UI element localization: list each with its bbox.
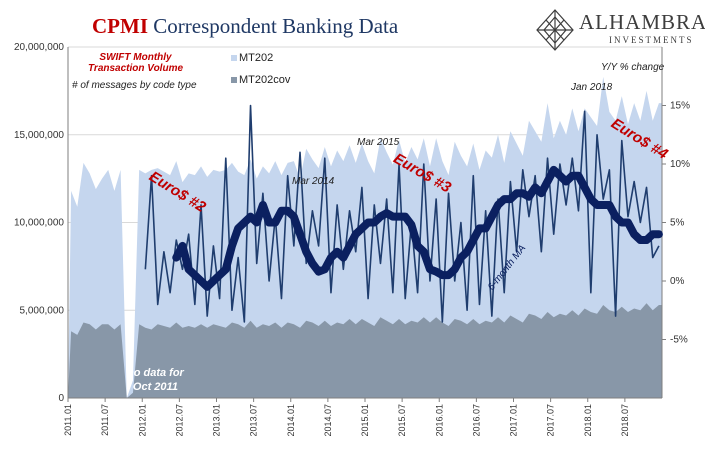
jan2018-label: Jan 2018 (571, 82, 613, 93)
x-tick-label: 2017.07 (546, 404, 556, 437)
x-tick-label: 2013.07 (249, 404, 259, 437)
right-tick-label: 0% (670, 276, 685, 287)
alhambra-logo: ALHAMBRA INVESTMENTS (535, 8, 705, 60)
x-tick-label: 2014.01 (286, 404, 296, 437)
legend-label-mt202cov: MT202cov (239, 74, 291, 86)
chart-title: CPMI Correspondent Banking Data (92, 14, 398, 39)
x-tick-label: 2017.01 (509, 404, 519, 437)
swift-line3: # of messages by code type (72, 80, 197, 91)
x-tick-label: 2013.01 (212, 404, 222, 437)
legend-swatch-mt202 (231, 55, 237, 61)
swift-note: SWIFT Monthly Transaction Volume (88, 52, 183, 74)
title-rest: Correspondent Banking Data (153, 14, 399, 38)
axes (67, 47, 666, 402)
x-tick-label: 2014.07 (323, 404, 333, 437)
x-tick-label: 2016.01 (434, 404, 444, 437)
right-tick-label: -5% (670, 335, 688, 346)
logo-sub: INVESTMENTS (609, 35, 694, 45)
tick-labels: 0 5,000,000 10,000,000 15,000,000 20,000,000… (14, 42, 690, 437)
no-data-line2: Oct 2011 (132, 381, 178, 393)
swift-line2: Transaction Volume (88, 63, 184, 74)
yy-change-label: Y/Y % change (601, 62, 665, 73)
line-series (144, 104, 663, 323)
legend-mt202cov: MT202cov (231, 74, 290, 86)
title-cpmi: CPMI (92, 14, 148, 38)
x-tick-label: 2011.01 (63, 404, 73, 436)
x-tick-label: 2012.07 (174, 404, 184, 437)
no-data-line1: no data for (127, 367, 184, 379)
legend-label-mt202: MT202 (239, 52, 274, 64)
x-tick-label: 2018.07 (620, 404, 630, 437)
left-tick-label: 0 (58, 393, 64, 404)
x-tick-label: 2015.07 (397, 404, 407, 437)
logo-name: ALHAMBRA (579, 10, 705, 34)
ma-line (172, 165, 663, 291)
mar2015-label: Mar 2015 (357, 137, 400, 148)
left-tick-label: 20,000,000 (14, 42, 64, 53)
swift-line1: SWIFT Monthly (99, 52, 172, 63)
x-tick-label: 2012.01 (137, 404, 147, 437)
left-tick-label: 5,000,000 (20, 305, 65, 316)
x-tick-label: 2015.01 (360, 404, 370, 437)
legend-mt202: MT202 (231, 52, 273, 64)
no-data-note: no data for Oct 2011 (127, 366, 184, 394)
left-tick-label: 10,000,000 (14, 218, 64, 229)
x-tick-label: 2018.01 (583, 404, 593, 437)
legend-swatch-mt202cov (231, 77, 237, 83)
x-tick-label: 2011.07 (100, 404, 110, 436)
right-tick-label: 5% (670, 218, 685, 229)
right-tick-label: 10% (670, 159, 690, 170)
left-tick-label: 15,000,000 (14, 130, 64, 141)
yoy-line (144, 104, 660, 323)
mt202cov-area (68, 303, 662, 398)
right-tick-label: 15% (670, 101, 690, 112)
mar2014-label: Mar 2014 (292, 176, 335, 187)
x-tick-label: 2016.07 (471, 404, 481, 437)
lattice-icon (536, 9, 574, 51)
